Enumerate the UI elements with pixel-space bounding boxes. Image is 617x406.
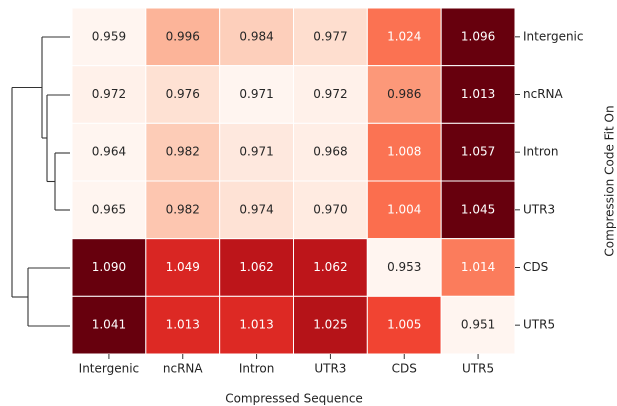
cell-label: 1.004 [387,202,421,216]
heatmap-cell [440,295,516,355]
heatmap-cell [366,122,442,182]
y-axis-label: Compression Code Fit On [603,105,617,256]
cell-label: 1.024 [387,29,421,43]
cell-label: 0.965 [92,202,126,216]
cell-label: 1.041 [92,318,126,332]
cell-label: 1.062 [239,260,273,274]
y-tick-label: Intergenic [523,29,584,43]
cell-label: 1.014 [461,260,495,274]
heatmap-cell [440,238,516,297]
cell-label: 0.971 [239,87,273,101]
cell-label: 1.008 [387,145,421,159]
heatmap-cell [440,180,516,240]
cell-label: 0.977 [313,29,347,43]
heatmap-cell [71,7,147,67]
heatmap-cell [366,180,442,240]
cell-label: 0.984 [239,29,273,43]
heatmap-cell [366,238,442,297]
cell-label: 0.972 [92,87,126,101]
y-tick-label: UTR5 [523,318,555,332]
cell-label: 0.974 [239,202,273,216]
y-tick-label: UTR3 [523,202,555,216]
heatmap-cell [219,238,295,297]
cell-label: 0.964 [92,145,126,159]
heatmap-cell [219,295,295,355]
cell-label: 1.013 [239,318,273,332]
heatmap-cell [219,7,295,67]
cell-label: 0.972 [313,87,347,101]
heatmap-cell [219,180,295,240]
y-tick-label: Intron [523,145,558,159]
y-tick-label: CDS [523,260,548,274]
x-tick-label: Intron [239,362,274,376]
cell-label: 1.090 [92,260,126,274]
heatmap-cell [293,180,368,240]
cell-label: 0.953 [387,260,421,274]
cell-label: 0.986 [387,87,421,101]
cell-label: 0.982 [166,145,200,159]
heatmap-cell [219,65,295,124]
heatmap-cell [71,65,147,124]
x-axis-label: Compressed Sequence [225,392,363,406]
heatmap-cell [293,122,368,182]
cell-label: 0.996 [166,29,200,43]
cell-label: 1.005 [387,318,421,332]
cell-label: 0.959 [92,29,126,43]
x-tick-label: ncRNA [163,362,204,376]
heatmap-cell [293,65,368,124]
cell-label: 0.971 [239,145,273,159]
cell-label: 0.976 [166,87,200,101]
x-tick-label: Intergenic [79,362,140,376]
cell-label: 1.057 [461,145,495,159]
heatmap-cell [440,65,516,124]
cell-label: 1.049 [166,260,200,274]
heatmap-cell [293,295,368,355]
cell-label: 1.013 [166,318,200,332]
heatmap-cell [71,180,147,240]
x-tick-label: UTR5 [462,362,494,376]
cell-label: 1.013 [461,87,495,101]
x-tick-label: CDS [392,362,417,376]
cell-label: 1.025 [313,318,347,332]
heatmap-cell [293,7,368,67]
heatmap-cell [71,238,147,297]
cell-label: 0.982 [166,202,200,216]
cell-label: 1.096 [461,29,495,43]
x-tick-label: UTR3 [314,362,346,376]
y-tick-label: ncRNA [523,87,564,101]
dendrogram [11,36,70,327]
heatmap-cell [293,238,368,297]
cell-label: 0.951 [461,318,495,332]
cell-label: 1.062 [313,260,347,274]
heatmap-cell [71,295,147,355]
cell-label: 1.045 [461,202,495,216]
heatmap-cell [366,65,442,124]
heatmap-cell [219,122,295,182]
cell-label: 0.970 [313,202,347,216]
cell-label: 0.968 [313,145,347,159]
